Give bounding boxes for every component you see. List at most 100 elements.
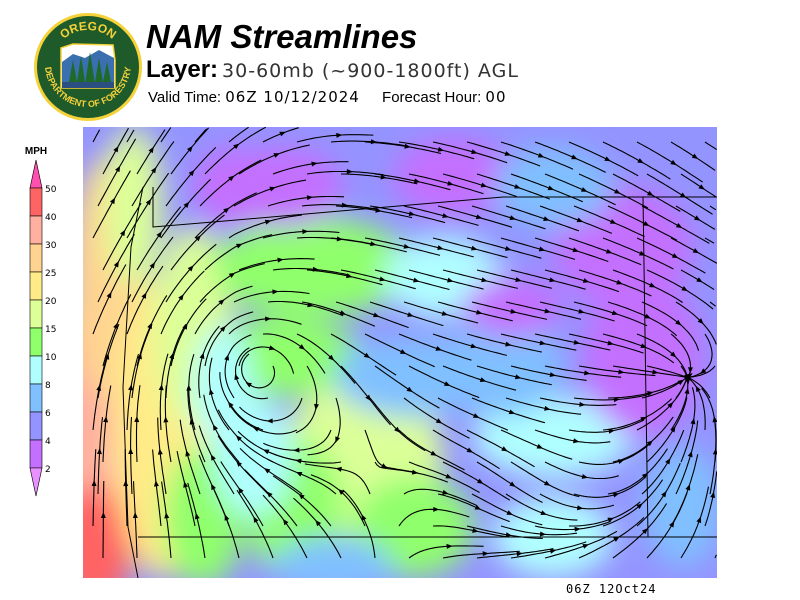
streamline [442, 365, 517, 391]
streamline-arrow [481, 277, 488, 283]
streamline-arrow [441, 310, 449, 316]
streamline [160, 270, 205, 335]
streamline-arrow [315, 519, 322, 527]
streamline-arrow [447, 180, 454, 186]
streamline-arrow [646, 440, 653, 447]
streamline [229, 405, 298, 435]
streamline-arrow [266, 491, 273, 498]
streamline [267, 300, 344, 317]
streamline [602, 479, 664, 527]
streamline-arrow [694, 215, 701, 221]
streamline-arrow [514, 184, 521, 189]
streamline-arrow [263, 468, 271, 474]
streamline-arrow [679, 192, 687, 198]
streamline-arrow [544, 405, 551, 411]
streamline [126, 172, 170, 239]
streamline [578, 442, 651, 465]
streamline-arrow [640, 416, 647, 422]
streamline-arrow [282, 518, 289, 526]
streamline-arrow [264, 316, 272, 322]
streamline [102, 480, 105, 558]
streamline [97, 233, 135, 303]
streamline [612, 269, 683, 303]
streamline [369, 205, 446, 224]
streamline [330, 333, 397, 376]
streamline-arrow [471, 149, 478, 155]
streamline-arrow [234, 373, 240, 381]
streamline [471, 205, 546, 230]
streamline-arrow [536, 443, 544, 449]
streamline [408, 269, 484, 290]
streamline-arrow [696, 277, 703, 283]
streamline [161, 481, 172, 559]
streamline-arrow [641, 472, 649, 479]
streamline [364, 141, 442, 155]
streamline-arrow [363, 352, 371, 359]
streamline-arrow [212, 424, 218, 431]
streamline [607, 448, 668, 495]
streamline [262, 333, 326, 374]
streamline [573, 301, 648, 327]
streamline-arrow [346, 273, 353, 279]
streamline-arrow [370, 241, 377, 247]
streamline [636, 237, 706, 274]
streamline-arrow [576, 217, 584, 223]
legend-tick-label: 8 [45, 381, 51, 391]
streamline [685, 375, 706, 431]
streamline-arrow [262, 449, 270, 455]
streamline-arrow [471, 245, 478, 251]
streamline [437, 397, 509, 431]
streamline [442, 550, 520, 559]
streamline-arrow [544, 308, 551, 314]
legend-tick-label: 2 [45, 465, 51, 475]
streamline-arrow [549, 372, 556, 378]
layer-value: 30-60mb (~900-1800ft) AGL [222, 60, 519, 82]
streamline [403, 205, 479, 226]
streamline [709, 417, 717, 495]
streamline-arrow [113, 261, 119, 268]
streamline [607, 205, 678, 241]
streamline-arrow [430, 450, 437, 456]
streamline-arrow [692, 248, 700, 254]
streamline-arrow [145, 198, 152, 206]
streamline-arrow [515, 277, 522, 282]
valid-time-label: Valid Time: [148, 89, 222, 106]
streamline-arrow [227, 401, 234, 408]
streamline [432, 141, 508, 164]
streamline-arrow [571, 154, 578, 160]
streamline-arrow [380, 174, 387, 180]
streamline-arrow [579, 401, 586, 407]
streamline [471, 397, 546, 424]
streamline-arrow [413, 277, 420, 283]
streamline [534, 333, 611, 351]
streamline-arrow [681, 285, 688, 292]
streamline-arrow [584, 370, 591, 376]
streamline-arrow [134, 416, 140, 423]
streamline-arrow [582, 544, 589, 549]
streamline-arrow [336, 132, 343, 138]
streamline [234, 347, 269, 400]
streamline [408, 461, 480, 493]
streamline-arrow [158, 384, 164, 391]
streamline [126, 353, 140, 431]
legend-band-40-50 [29, 187, 43, 217]
streamline-arrow [311, 161, 318, 167]
streamline [544, 530, 618, 559]
streamline-arrow [413, 178, 421, 184]
streamline-arrow [687, 450, 693, 458]
streamline-arrow [408, 211, 416, 217]
streamline-arrow [279, 131, 286, 137]
streamline [102, 385, 112, 463]
streamline [636, 462, 681, 527]
streamline [194, 192, 257, 239]
streamline-arrow [690, 417, 696, 425]
streamline-arrow [394, 426, 401, 433]
streamline-arrow [504, 151, 511, 156]
streamline-arrow [218, 299, 225, 305]
streamline [165, 147, 217, 207]
streamline [224, 334, 252, 399]
streamline [228, 214, 302, 239]
streamline [636, 333, 689, 379]
streamline-arrow [476, 309, 483, 315]
streamline-arrow [608, 428, 615, 434]
